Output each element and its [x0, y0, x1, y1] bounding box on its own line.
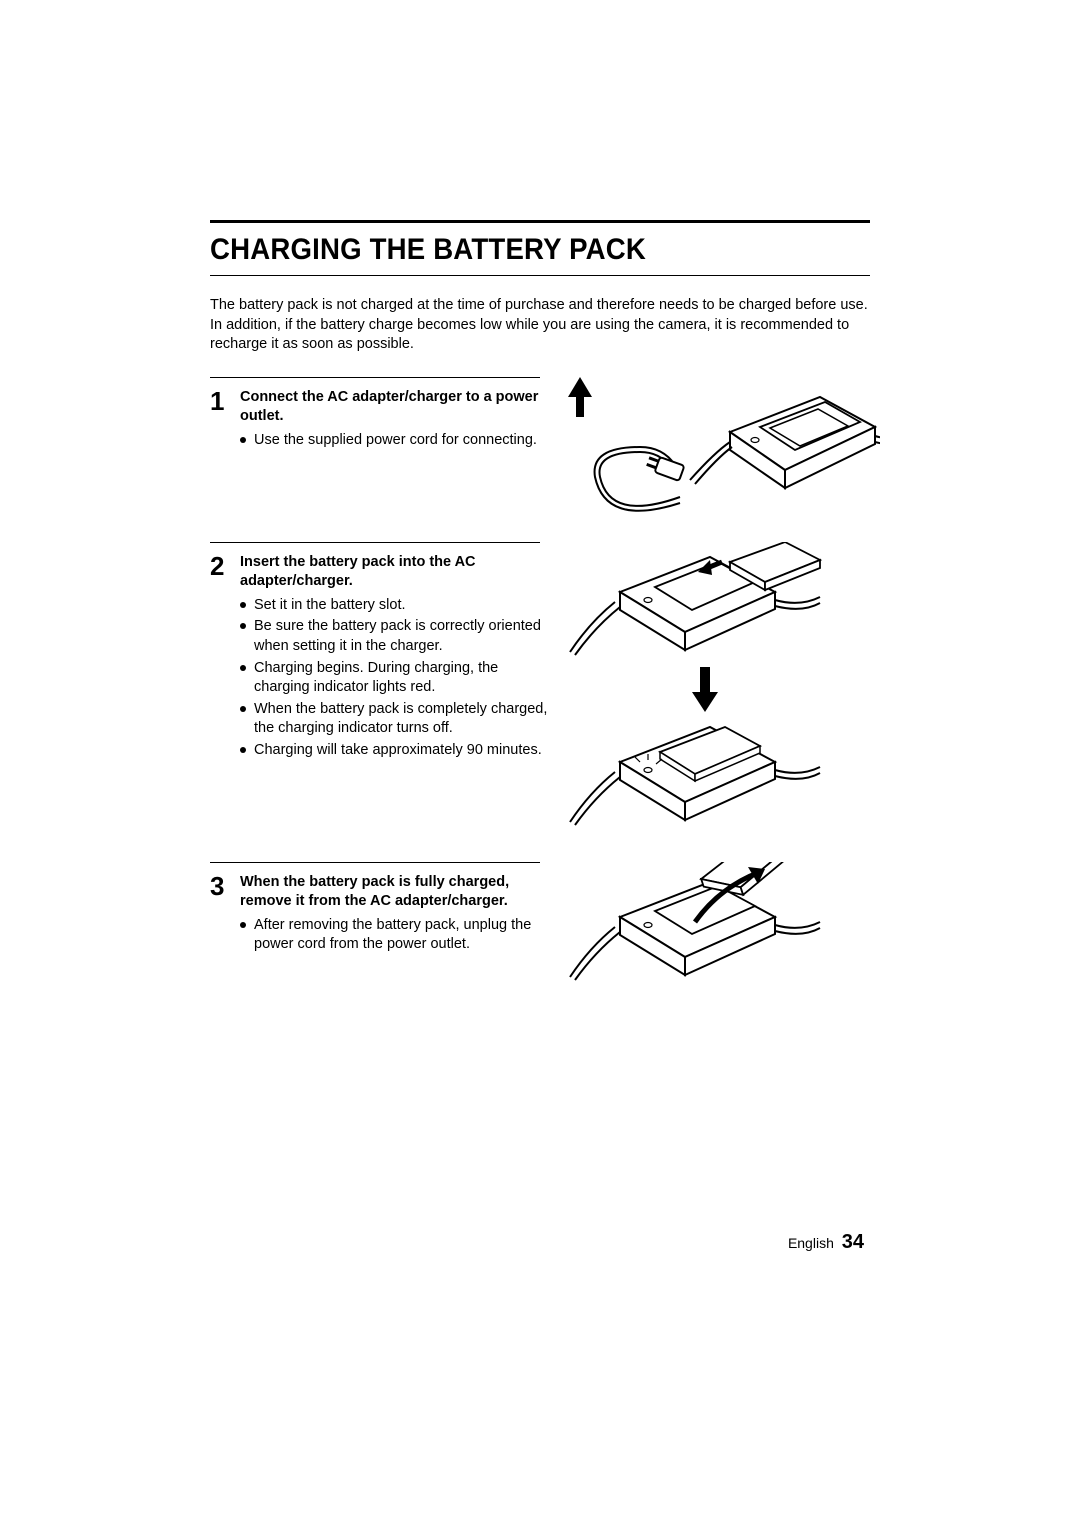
bullet-item: Use the supplied power cord for connecti… — [240, 431, 550, 451]
step-number: 2 — [210, 553, 240, 579]
charger-remove-icon — [560, 862, 880, 997]
step-1: 1 Connect the AC adapter/charger to a po… — [210, 377, 870, 522]
step-1-figure — [550, 377, 870, 522]
intro-paragraph: The battery pack is not charged at the t… — [210, 296, 870, 355]
step-bullets: After removing the battery pack, unplug … — [240, 916, 550, 955]
footer-language: English — [788, 1235, 834, 1251]
page-title: CHARGING THE BATTERY PACK — [210, 233, 817, 267]
step-3-text: 3 When the battery pack is fully charged… — [210, 862, 550, 997]
step-title: When the battery pack is fully charged, … — [240, 873, 550, 912]
manual-page: CHARGING THE BATTERY PACK The battery pa… — [210, 220, 870, 1017]
page-footer: English 34 — [788, 1231, 864, 1254]
step-3: 3 When the battery pack is fully charged… — [210, 862, 870, 997]
step-title: Connect the AC adapter/charger to a powe… — [240, 388, 550, 427]
step-bullets: Use the supplied power cord for connecti… — [240, 431, 550, 451]
step-number: 1 — [210, 388, 240, 414]
title-underline — [210, 275, 870, 276]
charger-plug-icon — [560, 377, 880, 522]
step-3-figure — [550, 862, 870, 997]
footer-page-number: 34 — [842, 1231, 864, 1253]
bullet-item: When the battery pack is completely char… — [240, 700, 550, 739]
step-title: Insert the battery pack into the AC adap… — [240, 553, 550, 592]
bullet-item: Charging will take approximately 90 minu… — [240, 741, 550, 761]
bullet-item: Set it in the battery slot. — [240, 596, 550, 616]
bullet-item: Be sure the battery pack is correctly or… — [240, 617, 550, 656]
step-number: 3 — [210, 873, 240, 899]
charger-insert-icon — [560, 542, 880, 842]
step-rule — [210, 542, 540, 543]
step-rule — [210, 862, 540, 863]
step-2-figure — [550, 542, 870, 842]
title-top-rule — [210, 220, 870, 223]
bullet-item: Charging begins. During charging, the ch… — [240, 659, 550, 698]
step-2-text: 2 Insert the battery pack into the AC ad… — [210, 542, 550, 842]
bullet-item: After removing the battery pack, unplug … — [240, 916, 550, 955]
step-1-text: 1 Connect the AC adapter/charger to a po… — [210, 377, 550, 522]
step-2: 2 Insert the battery pack into the AC ad… — [210, 542, 870, 842]
step-rule — [210, 377, 540, 378]
step-bullets: Set it in the battery slot. Be sure the … — [240, 596, 550, 761]
